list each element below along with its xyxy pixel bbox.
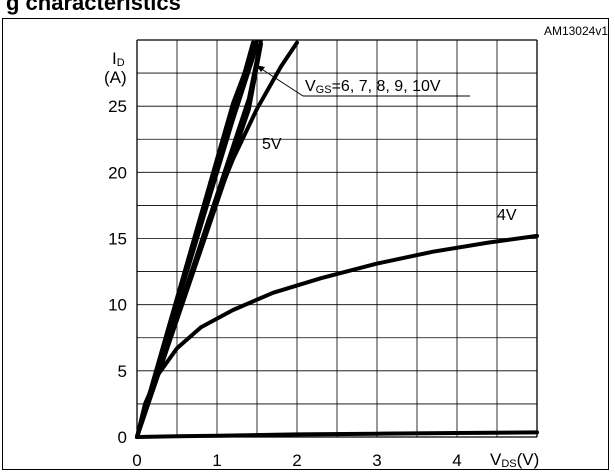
figure-id: AM13024v1 (544, 24, 608, 38)
label-4v: 4V (497, 207, 517, 224)
x-tick-label: 4 (452, 451, 461, 470)
curve-5 (135, 40, 299, 439)
x-tick-label: 1 (212, 451, 221, 470)
label-5v: 5V (262, 136, 282, 153)
curve-7 (135, 430, 539, 439)
tick-labels: 0 1 2 3 4 0 5 10 15 20 25 (108, 97, 462, 470)
curve-6 (135, 233, 539, 439)
y-tick-label: 10 (108, 296, 127, 315)
y-tick-label: 20 (108, 163, 127, 182)
vgs-annotation: VGS=6, 7, 8, 9, 10V (256, 65, 470, 97)
y-tick-label: 5 (118, 362, 127, 381)
grid (136, 39, 538, 438)
y-tick-label: 15 (108, 230, 127, 249)
x-tick-label: 0 (132, 451, 141, 470)
y-tick-label: 0 (118, 428, 127, 447)
x-axis-title: VDS(V) (490, 450, 539, 470)
annotation-arrowhead (256, 65, 265, 72)
x-tick-label: 3 (372, 451, 381, 470)
label-vgs-curves: VGS=6, 7, 8, 9, 10V (305, 78, 441, 96)
title-strip: g characteristics (0, 0, 615, 18)
curves (135, 40, 539, 439)
y-axis-unit: (A) (104, 68, 127, 87)
annotation-arrow-line (259, 67, 304, 97)
figure-title-fragment: g characteristics (6, 0, 181, 15)
figure-frame (2, 18, 609, 470)
y-axis-title: ID (112, 49, 125, 69)
y-tick-label: 25 (108, 97, 127, 116)
x-tick-label: 2 (292, 451, 301, 470)
